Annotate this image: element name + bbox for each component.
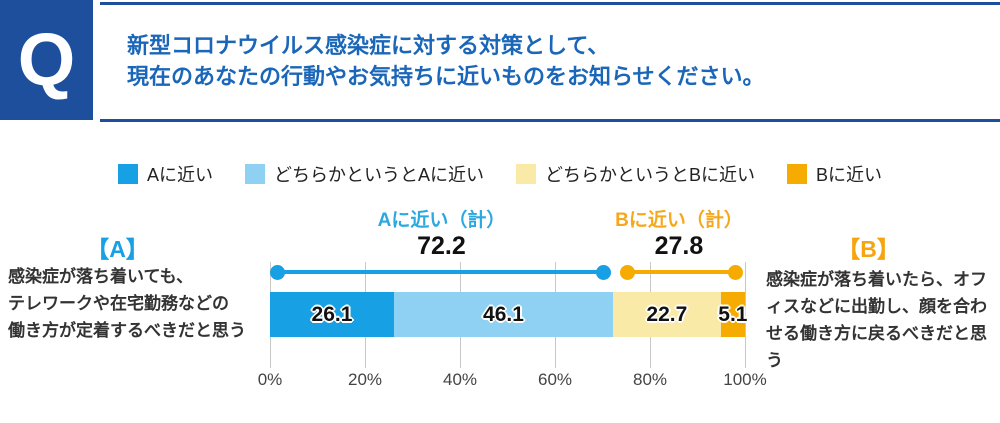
- x-tick-0: 0%: [257, 370, 283, 389]
- x-tick-20: 20%: [347, 370, 383, 389]
- legend-label-b: Bに近い: [816, 165, 883, 185]
- summary-a-label: Aに近い（計）: [377, 210, 506, 231]
- option-b-title: 【B】: [837, 236, 900, 262]
- x-tick-100: 100%: [723, 370, 767, 389]
- legend-item-b: Bに近い: [787, 161, 882, 187]
- legend-swatch-rather-a: [244, 164, 265, 184]
- x-tick-40: 40%: [442, 370, 478, 389]
- legend-label-a: Aに近い: [146, 165, 213, 185]
- stacked-bar: 26.1 46.1 22.7 5.1: [270, 292, 748, 337]
- option-a-line-1: 感染症が落ち着いても、: [8, 267, 194, 286]
- bar-segment-rather-a: 46.1: [393, 292, 613, 337]
- summary-a-total: Aに近い（計） 72.2: [270, 209, 613, 260]
- header-rule-top: [100, 2, 1000, 5]
- legend-swatch-rather-b: [516, 164, 536, 184]
- legend-swatch-a: [117, 164, 138, 184]
- legend-item-rather-b: どちらかというとBに近い: [516, 161, 755, 187]
- legend-label-rather-a: どちらかというとAに近い: [273, 165, 484, 185]
- option-a-line-2: テレワークや在宅勤務などの: [8, 294, 229, 313]
- bar-value-a: 26.1: [311, 302, 353, 326]
- legend-swatch-b: [787, 164, 808, 184]
- bar-segment-b: 5.1: [718, 292, 748, 337]
- summary-b-range-line: [619, 264, 744, 280]
- option-b-description: 感染症が落ち着いたら、オフィスなどに出勤し、顔を合わせる働き方に戻るべきだと思う: [766, 270, 987, 370]
- bar-segment-a: 26.1: [270, 292, 394, 337]
- header-rule-bottom: [100, 119, 1000, 122]
- summary-a-range-line: [270, 264, 611, 280]
- question-text: 新型コロナウイルス感染症に対する対策として、 現在のあなたの行動やお気持ちに近い…: [127, 30, 765, 92]
- summary-b-value: 27.8: [654, 232, 704, 260]
- summary-b-total: Bに近い（計） 27.8: [613, 209, 745, 260]
- chart-legend: Aに近い どちらかというとAに近い どちらかというとBに近い Bに近い: [0, 161, 1000, 187]
- bar-value-rather-b: 22.7: [646, 302, 688, 326]
- x-axis-labels: 0% 20% 40% 60% 80% 100%: [258, 370, 767, 390]
- question-badge-letter: Q: [17, 18, 76, 101]
- option-a-title: 【A】: [86, 236, 149, 262]
- bar-value-rather-a: 46.1: [483, 302, 524, 326]
- legend-item-a: Aに近い: [117, 161, 213, 187]
- summary-b-label: Bに近い（計）: [615, 210, 743, 231]
- question-line-1: 新型コロナウイルス感染症に対する対策として、: [127, 33, 610, 58]
- legend-label-rather-b: どちらかというとBに近い: [545, 165, 756, 185]
- question-badge: Q: [0, 0, 93, 120]
- legend-item-rather-a: どちらかというとAに近い: [244, 161, 484, 187]
- x-tick-60: 60%: [537, 370, 573, 389]
- option-a-description: 感染症が落ち着いても、 テレワークや在宅勤務などの 働き方が定着するべきだと思う: [8, 263, 246, 344]
- bar-value-b: 5.1: [718, 302, 748, 326]
- question-line-2: 現在のあなたの行動やお気持ちに近いものをお知らせください。: [127, 64, 765, 89]
- bar-segment-rather-b: 22.7: [612, 292, 721, 337]
- x-tick-80: 80%: [632, 370, 668, 389]
- summary-a-value: 72.2: [417, 232, 466, 260]
- option-a-line-3: 働き方が定着するべきだと思う: [8, 321, 246, 340]
